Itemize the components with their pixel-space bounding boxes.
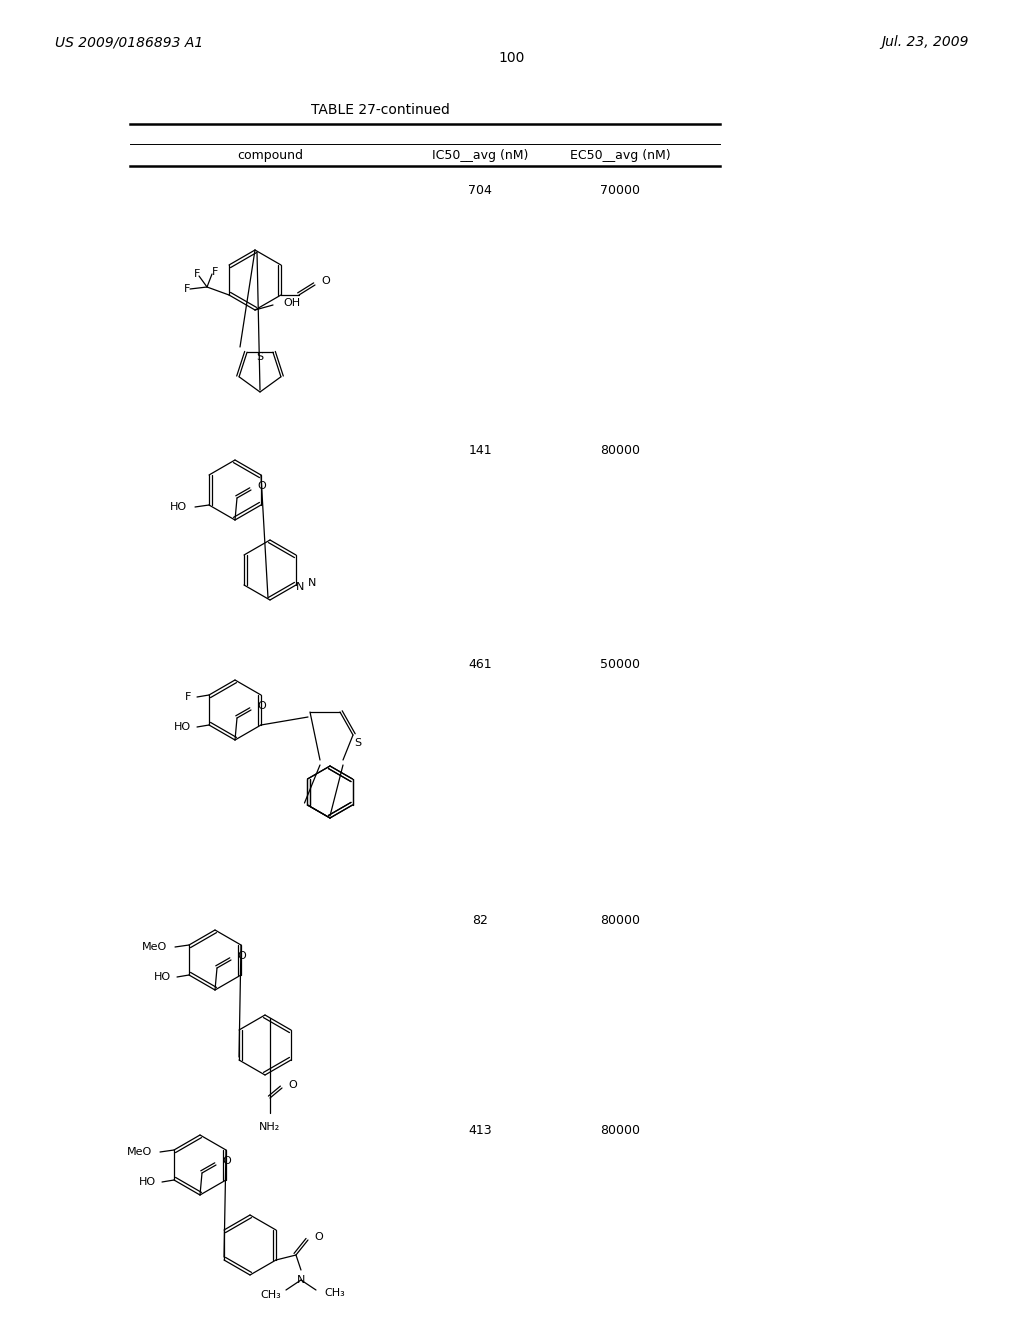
Text: HO: HO	[170, 502, 187, 512]
Text: O: O	[222, 1156, 230, 1166]
Text: TABLE 27-continued: TABLE 27-continued	[310, 103, 450, 117]
Text: 461: 461	[468, 659, 492, 672]
Text: 704: 704	[468, 183, 492, 197]
Text: 80000: 80000	[600, 444, 640, 457]
Text: O: O	[257, 480, 266, 491]
Text: 82: 82	[472, 913, 488, 927]
Text: compound: compound	[237, 149, 303, 162]
Text: O: O	[257, 701, 266, 711]
Text: Jul. 23, 2009: Jul. 23, 2009	[882, 36, 969, 49]
Text: O: O	[321, 276, 330, 286]
Text: HO: HO	[139, 1177, 156, 1187]
Text: O: O	[237, 950, 246, 961]
Text: HO: HO	[174, 722, 191, 733]
Text: 80000: 80000	[600, 913, 640, 927]
Text: MeO: MeO	[141, 942, 167, 952]
Text: F: F	[184, 692, 191, 702]
Text: N: N	[308, 578, 316, 587]
Text: F: F	[194, 269, 201, 279]
Text: US 2009/0186893 A1: US 2009/0186893 A1	[55, 36, 203, 49]
Text: F: F	[184, 284, 190, 294]
Text: CH₃: CH₃	[260, 1290, 281, 1300]
Text: NH₂: NH₂	[259, 1122, 281, 1133]
Text: S: S	[256, 352, 263, 362]
Text: O: O	[288, 1080, 297, 1090]
Text: S: S	[354, 738, 361, 747]
Text: 141: 141	[468, 444, 492, 457]
Text: OH: OH	[283, 298, 300, 308]
Text: N: N	[297, 1275, 305, 1284]
Text: 413: 413	[468, 1123, 492, 1137]
Text: IC50__avg (nM): IC50__avg (nM)	[432, 149, 528, 162]
Text: N: N	[296, 582, 304, 591]
Text: 100: 100	[499, 51, 525, 65]
Text: MeO: MeO	[127, 1147, 152, 1158]
Text: 70000: 70000	[600, 183, 640, 197]
Text: HO: HO	[154, 972, 171, 982]
Text: EC50__avg (nM): EC50__avg (nM)	[569, 149, 671, 162]
Text: O: O	[314, 1232, 323, 1242]
Text: 50000: 50000	[600, 659, 640, 672]
Text: 80000: 80000	[600, 1123, 640, 1137]
Text: F: F	[212, 267, 218, 277]
Text: CH₃: CH₃	[324, 1288, 345, 1298]
